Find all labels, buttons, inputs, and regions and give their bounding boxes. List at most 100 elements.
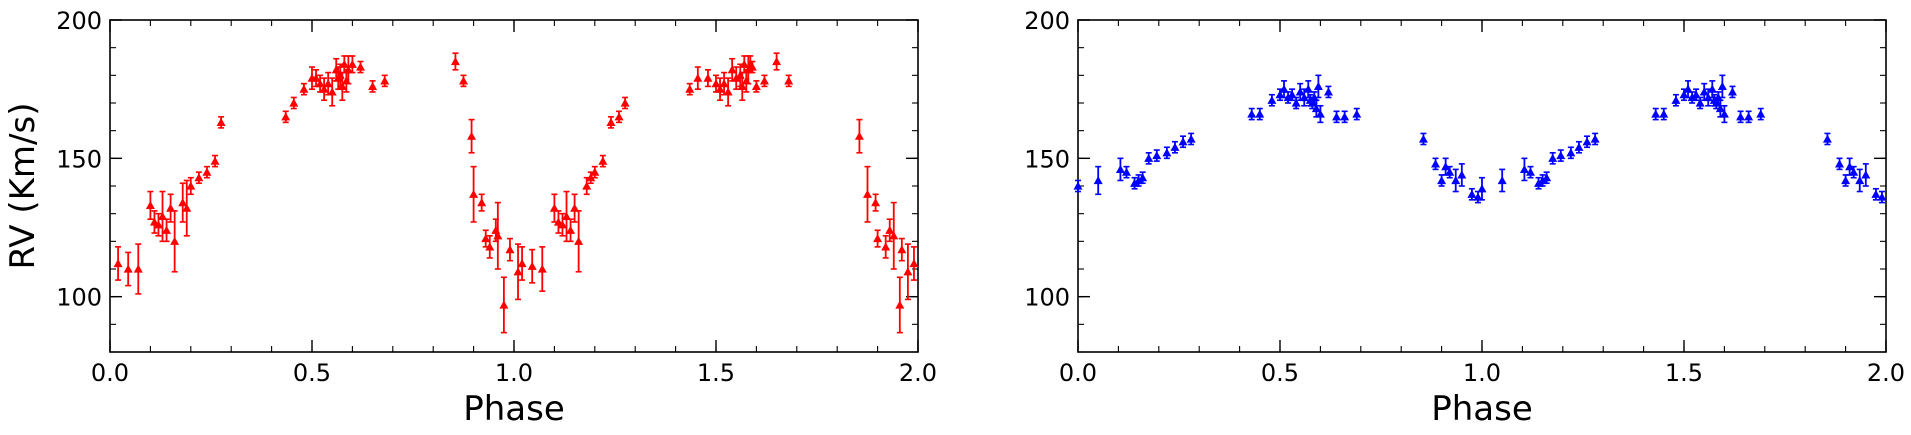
- triangle-marker: [715, 84, 725, 93]
- data-point: [527, 248, 537, 284]
- triangle-marker: [319, 84, 329, 93]
- data-point: [123, 251, 133, 287]
- data-point: [145, 190, 155, 220]
- triangle-marker: [1473, 192, 1483, 201]
- triangle-marker: [897, 245, 907, 254]
- data-point: [897, 237, 907, 262]
- data-point: [747, 60, 757, 74]
- data-point: [133, 243, 143, 295]
- data-point: [343, 55, 353, 85]
- data-point: [1457, 163, 1467, 187]
- data-point: [467, 118, 477, 154]
- data-point: [598, 154, 608, 168]
- data-point: [469, 165, 479, 223]
- data-point: [1582, 135, 1592, 149]
- data-point: [194, 171, 204, 185]
- triangle-marker: [1841, 175, 1851, 185]
- left-plot-frame: [109, 19, 919, 353]
- data-point: [614, 110, 624, 124]
- triangle-marker: [1574, 142, 1584, 151]
- data-point: [327, 77, 337, 107]
- triangle-marker: [1715, 104, 1725, 113]
- triangle-marker: [1299, 92, 1309, 102]
- triangle-marker: [315, 79, 325, 88]
- x-tick-label: 1.5: [1665, 359, 1703, 387]
- data-point: [1309, 91, 1319, 104]
- triangle-marker: [1519, 164, 1529, 173]
- data-point: [1313, 74, 1323, 99]
- triangle-marker: [178, 198, 188, 207]
- data-point: [885, 218, 895, 243]
- triangle-marker: [620, 98, 630, 107]
- triangle-marker: [1283, 92, 1293, 102]
- triangle-marker: [1542, 173, 1552, 182]
- triangle-marker: [216, 117, 226, 126]
- triangle-marker: [759, 76, 769, 85]
- triangle-marker: [1525, 167, 1535, 176]
- x-axis-label-right: Phase: [1431, 389, 1533, 429]
- triangle-marker: [166, 203, 176, 212]
- data-point: [1548, 152, 1558, 165]
- triangle-marker: [737, 81, 747, 90]
- data-point: [889, 201, 899, 270]
- triangle-marker: [1121, 167, 1131, 176]
- triangle-marker: [1699, 87, 1709, 96]
- data-point: [1267, 93, 1277, 107]
- data-point: [1566, 146, 1576, 160]
- data-point: [1855, 168, 1865, 193]
- triangle-marker: [1073, 181, 1083, 190]
- data-point: [178, 182, 188, 223]
- triangle-marker: [145, 200, 155, 209]
- triangle-marker: [557, 220, 567, 229]
- data-point: [772, 52, 782, 71]
- triangle-marker: [1313, 81, 1323, 90]
- data-point: [1727, 85, 1737, 99]
- data-point: [158, 190, 168, 243]
- triangle-marker: [355, 62, 365, 71]
- triangle-marker: [1315, 109, 1325, 118]
- data-point: [1451, 168, 1461, 193]
- triangle-marker: [323, 79, 333, 88]
- data-point: [873, 229, 883, 248]
- data-point: [854, 118, 864, 154]
- triangle-marker: [570, 203, 580, 212]
- triangle-marker: [1418, 134, 1428, 143]
- triangle-marker: [1441, 162, 1451, 171]
- data-point: [1340, 110, 1350, 124]
- data-point: [1247, 107, 1257, 121]
- triangle-marker: [527, 261, 537, 270]
- x-tick-label: 1.5: [697, 359, 735, 387]
- data-point: [1659, 107, 1669, 121]
- triangle-marker: [1437, 175, 1447, 185]
- data-point: [1538, 174, 1548, 187]
- triangle-marker: [343, 65, 353, 74]
- data-point: [1255, 107, 1265, 121]
- data-point: [481, 229, 491, 248]
- triangle-marker: [1651, 109, 1661, 118]
- data-point: [871, 193, 881, 212]
- data-point: [751, 80, 761, 93]
- y-tick-label: 100: [1024, 284, 1070, 312]
- data-point: [1291, 96, 1301, 110]
- data-point: [557, 212, 567, 237]
- data-point: [1287, 88, 1297, 102]
- data-point: [1679, 88, 1689, 102]
- triangle-marker: [1744, 112, 1754, 121]
- triangle-marker: [289, 98, 299, 107]
- triangle-marker: [1590, 134, 1600, 143]
- data-point: [693, 66, 703, 90]
- triangle-marker: [719, 79, 729, 88]
- data-point: [1574, 140, 1584, 154]
- triangle-marker: [1835, 159, 1845, 168]
- data-point: [513, 243, 523, 301]
- triangle-marker: [477, 198, 487, 207]
- data-point: [1445, 165, 1455, 179]
- triangle-marker: [909, 258, 919, 268]
- data-point: [1556, 149, 1566, 162]
- triangle-marker: [311, 73, 321, 82]
- data-point: [1497, 168, 1507, 193]
- data-point: [210, 154, 220, 168]
- triangle-marker: [485, 242, 495, 251]
- triangle-marker: [1247, 109, 1257, 118]
- triangle-marker: [513, 267, 523, 276]
